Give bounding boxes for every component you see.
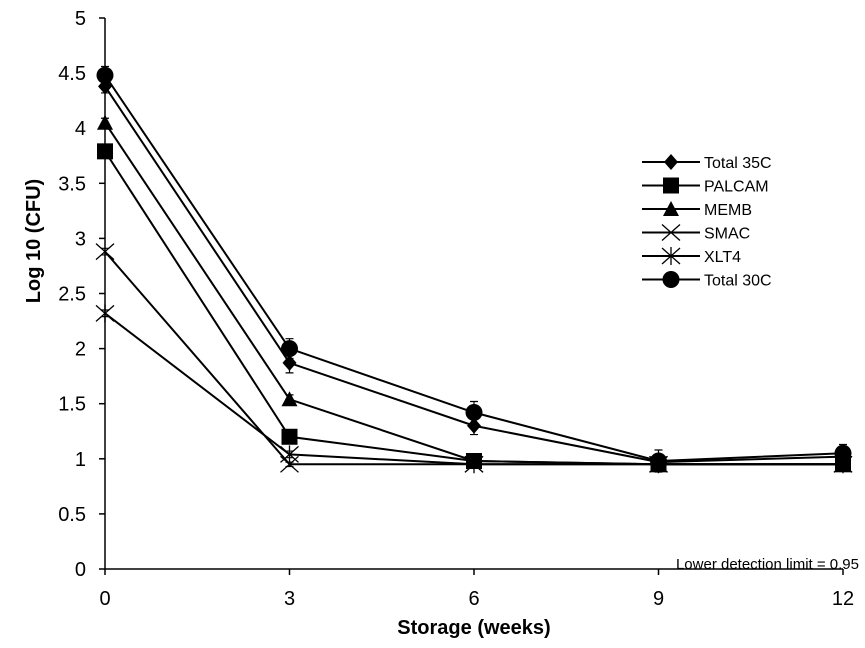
legend-label: XLT4 bbox=[704, 249, 741, 266]
legend-item: XLT4 bbox=[642, 247, 741, 266]
data-point bbox=[465, 404, 483, 422]
legend-item: PALCAM bbox=[642, 177, 769, 196]
legend-item: MEMB bbox=[642, 201, 752, 219]
legend-label: MEMB bbox=[704, 202, 752, 219]
y-tick-label: 3.5 bbox=[58, 173, 86, 195]
legend-marker bbox=[661, 224, 681, 241]
data-point bbox=[281, 340, 298, 358]
x-tick-label: 3 bbox=[284, 588, 295, 610]
y-tick-label: 5 bbox=[75, 8, 86, 30]
y-tick-label: 0.5 bbox=[58, 504, 86, 526]
data-point bbox=[281, 391, 298, 407]
data-point bbox=[95, 243, 115, 261]
y-tick-label: 2.5 bbox=[58, 284, 86, 306]
data-point bbox=[650, 452, 667, 470]
legend-label: Total 35C bbox=[704, 155, 772, 172]
y-tick-label: 0 bbox=[75, 559, 86, 581]
x-axis-title: Storage (weeks) bbox=[397, 617, 550, 639]
detection-limit-note: Lower detection limit = 0.95 bbox=[676, 556, 859, 573]
legend-marker bbox=[661, 247, 681, 265]
y-tick-label: 2 bbox=[75, 339, 86, 361]
legend: Total 35C PALCAM MEMB SMAC XLT4 Total 30C bbox=[642, 154, 772, 290]
data-point bbox=[834, 444, 852, 462]
data-point bbox=[96, 66, 114, 84]
y-tick-label: 1 bbox=[75, 449, 86, 471]
y-tick-label: 3 bbox=[75, 228, 86, 250]
data-point bbox=[95, 304, 115, 323]
legend-label: SMAC bbox=[704, 226, 750, 243]
legend-item: Total 35C bbox=[642, 154, 772, 172]
y-tick-label: 4.5 bbox=[58, 63, 86, 85]
series-total-30c bbox=[96, 65, 852, 473]
legend-item: SMAC bbox=[642, 224, 750, 243]
x-tick-label: 0 bbox=[99, 588, 110, 610]
series-xlt4 bbox=[95, 304, 853, 474]
legend-item: Total 30C bbox=[642, 271, 772, 290]
data-point bbox=[280, 445, 299, 464]
data-point bbox=[467, 417, 481, 434]
legend-marker bbox=[662, 271, 680, 288]
y-tick-label: 4 bbox=[75, 118, 86, 140]
axes: 0 0.5 1 1.5 2 2.5 3 3.5 4 4.5 5 0 3 6 9 12 bbox=[58, 8, 854, 610]
legend-marker bbox=[663, 177, 679, 194]
x-tick-label: 6 bbox=[468, 588, 479, 610]
y-tick-label: 1.5 bbox=[58, 394, 86, 416]
series-layer bbox=[95, 65, 853, 474]
legend-label: PALCAM bbox=[704, 179, 769, 196]
data-point bbox=[97, 114, 113, 130]
legend-label: Total 30C bbox=[704, 273, 772, 290]
x-tick-label: 9 bbox=[653, 588, 664, 610]
data-point bbox=[281, 428, 298, 445]
x-tick-label: 12 bbox=[832, 588, 854, 610]
data-point bbox=[464, 455, 484, 474]
y-axis-title: Log 10 (CFU) bbox=[23, 179, 45, 303]
legend-marker bbox=[663, 201, 679, 216]
data-point bbox=[97, 143, 113, 160]
series-line bbox=[104, 312, 843, 466]
legend-marker bbox=[664, 154, 678, 170]
